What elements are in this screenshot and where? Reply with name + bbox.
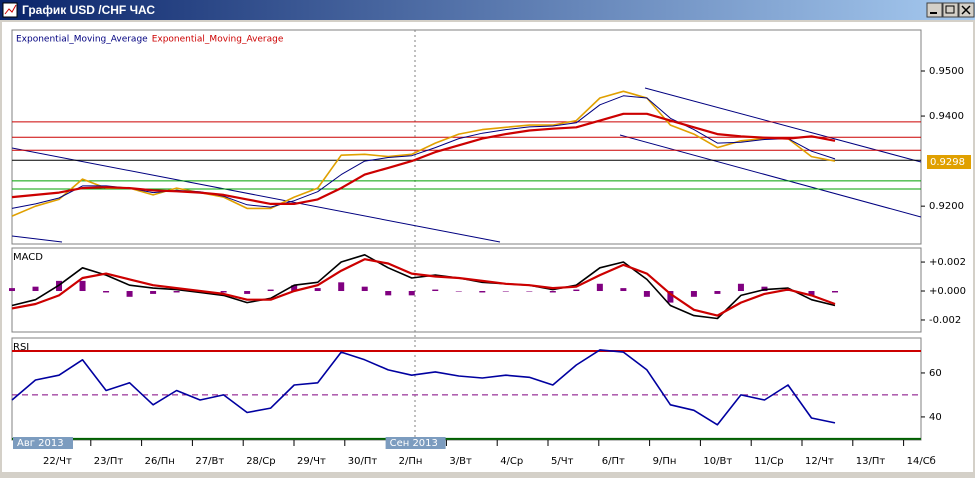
last-price-tag [927, 155, 971, 170]
trend-lines [12, 87, 921, 243]
x-tick-label: 10/Вт [703, 456, 732, 467]
y-tick-label: 0.9500 [929, 66, 964, 77]
histogram-bar [338, 282, 345, 292]
x-tick-label: 13/Пт [856, 456, 886, 467]
histogram-bar [126, 291, 133, 297]
panel-title: MACD [13, 252, 43, 263]
month-label: Авг 2013 [17, 438, 64, 449]
minimize-button[interactable] [926, 2, 943, 18]
histogram-bar [479, 291, 486, 293]
x-tick-label: 23/Пт [94, 456, 124, 467]
histogram-bar [573, 289, 580, 292]
histogram-bar [667, 291, 674, 303]
restore-button[interactable] [942, 2, 959, 18]
restore-glyph [945, 5, 955, 14]
x-tick-label: 4/Ср [500, 456, 523, 467]
trend-line [644, 87, 921, 163]
x-tick-label: 3/Вт [449, 456, 472, 467]
y-tick-label: 0.9400 [929, 111, 964, 122]
x-tick-label: 27/Вт [195, 456, 224, 467]
x-tick-label: 12/Чт [805, 456, 834, 467]
trend-line [12, 147, 501, 243]
trend-line [619, 134, 921, 218]
x-tick-label: 26/Пн [145, 456, 175, 467]
histogram-bar [502, 291, 509, 292]
histogram-bar [291, 285, 298, 292]
histogram-bar [643, 291, 650, 297]
y-tick-label: 40 [929, 412, 942, 423]
histogram-bar [432, 289, 439, 292]
histogram-bar [173, 291, 180, 293]
legend-entry: Exponential_Moving_Average [152, 35, 284, 45]
legend-entry: Exponential_Moving_Average [16, 35, 148, 45]
y-tick-label: 60 [929, 368, 942, 379]
histogram-bar [832, 291, 838, 293]
y-tick-label: +0.000 [929, 286, 966, 297]
x-tick-label: 5/Чт [551, 456, 574, 467]
y-tick-label: 0.9200 [929, 201, 964, 212]
x-tick-label: 11/Ср [754, 456, 783, 467]
series-line [11, 349, 836, 426]
y-tick-label: -0.002 [929, 315, 961, 326]
histogram-bar [244, 291, 251, 294]
rsi-panel [11, 337, 922, 441]
x-tick-label: 29/Чт [297, 456, 326, 467]
histogram-bar [361, 286, 368, 292]
series-line [11, 95, 836, 209]
x-tick-label: 30/Пт [348, 456, 378, 467]
window-icon-glyph [4, 4, 17, 15]
series-line [11, 258, 836, 317]
histogram-bar [79, 280, 86, 292]
series-line [11, 112, 836, 205]
x-tick-label: 2/Пн [399, 456, 423, 467]
histogram-bar [408, 291, 415, 296]
histogram-bar [32, 286, 39, 292]
histogram-bar [103, 291, 110, 293]
window-title: График USD /CHF ЧАС [22, 3, 155, 17]
month-tag [385, 437, 446, 449]
histogram-bar [737, 283, 744, 292]
histogram-bar [455, 291, 462, 292]
histogram-bar [714, 291, 721, 294]
series-line [11, 254, 836, 320]
x-tick-label: 6/Пт [602, 456, 625, 467]
histogram-bar [620, 288, 627, 292]
month-tag [13, 437, 73, 449]
panel-title: RSI [13, 342, 29, 353]
histogram-bar [314, 288, 321, 292]
histogram-bar [267, 289, 274, 292]
x-tick-label: 22/Чт [43, 456, 72, 467]
histogram-bar [9, 288, 15, 292]
title-bar [0, 0, 975, 20]
histogram-bar [808, 291, 815, 296]
x-tick-label: 14/Сб [907, 456, 936, 467]
histogram-bar [220, 291, 227, 293]
last-price-label: 0.9298 [930, 157, 965, 168]
histogram-bar [526, 291, 533, 292]
series-line [11, 90, 836, 217]
histogram-bar [385, 291, 392, 296]
histogram-bar [549, 291, 556, 293]
window-buttons [926, 2, 975, 18]
month-label: Сен 2013 [390, 438, 438, 449]
trend-line [12, 235, 63, 243]
histogram-bar [150, 291, 157, 294]
x-tick-label: 9/Пн [653, 456, 677, 467]
close-glyph [961, 5, 971, 15]
x-tick-label: 28/Ср [246, 456, 275, 467]
y-tick-label: +0.002 [929, 257, 966, 268]
histogram-bar [690, 291, 697, 297]
histogram-bar [596, 283, 603, 292]
